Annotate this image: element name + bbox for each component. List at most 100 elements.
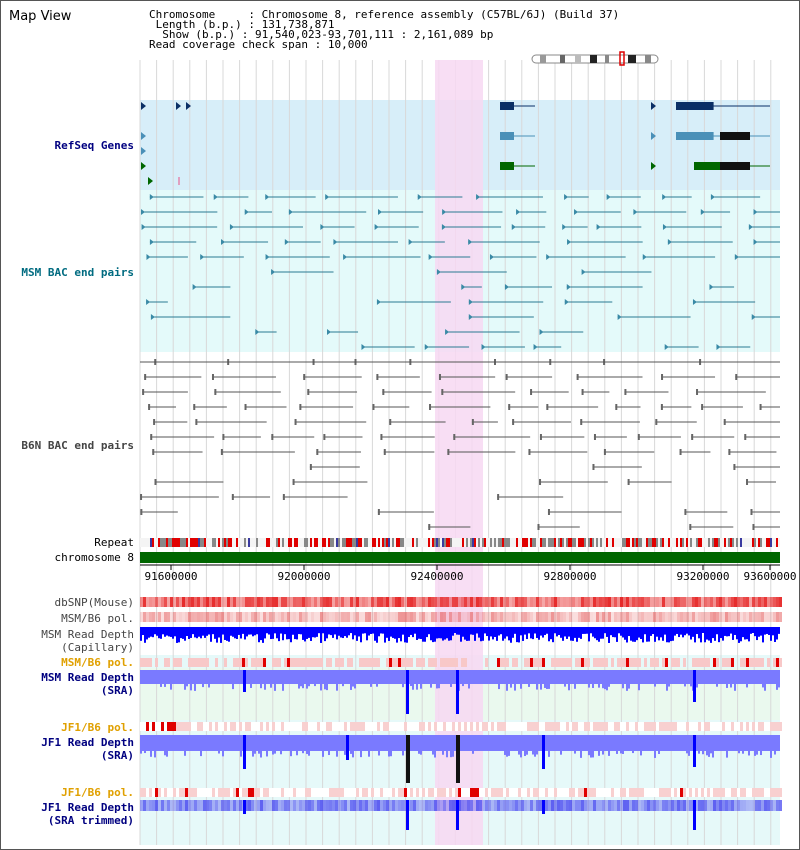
msm-depth-sra-line2: (SRA) [100, 684, 134, 697]
repeat-block [188, 538, 190, 547]
dbsnp-density-cell [230, 597, 233, 607]
msm-cap-depth-bar [526, 627, 528, 640]
depth-variation [250, 684, 252, 688]
msm-pol-cell [701, 658, 704, 667]
msm-cap-depth-bar [514, 627, 516, 634]
jf1-pol-cell [170, 722, 173, 731]
msm-pol-cell [200, 612, 203, 622]
depth-variation [412, 684, 414, 690]
msm-pol-cell [311, 658, 314, 667]
jf1-pol-cell [221, 788, 224, 797]
b6n-bac-end [735, 374, 738, 380]
msm-bac-end [408, 239, 413, 245]
msm-pol-cell [425, 612, 428, 622]
msm-pol-cell [770, 612, 773, 622]
msm-pol-cell [665, 612, 668, 622]
repeat-block [538, 538, 540, 547]
b6n-bac-end [140, 494, 143, 500]
msm-pol-cell [569, 612, 572, 622]
jf1-pol-cell [269, 722, 272, 731]
msm-cap-depth-bar [290, 627, 292, 643]
jf1-trim-depth-cell [248, 800, 251, 811]
b6n-bac-end [752, 524, 755, 530]
repeat-block [556, 538, 558, 547]
dbsnp-density-cell [335, 597, 338, 607]
msm-cap-depth-bar [224, 627, 226, 640]
repeat-block [226, 538, 228, 547]
msm-pol-cell [245, 658, 248, 667]
jf1-pol-cell [719, 788, 722, 797]
msm-cap-depth-bar [610, 627, 612, 636]
jf1-trim-depth-cell [272, 800, 275, 811]
jf1-pol-cell [284, 722, 287, 731]
msm-pol-cell [557, 612, 560, 622]
msm-pol-cell [275, 658, 278, 667]
msm-pol-cell [323, 612, 326, 622]
jf1-pol-cell [527, 788, 530, 797]
dbsnp-density-cell [185, 597, 188, 607]
dbsnp-density-cell [317, 597, 320, 607]
msm-cap-depth-bar [538, 627, 540, 640]
msm-bac-end [734, 254, 739, 260]
ideogram-band [628, 55, 636, 63]
msm-cap-depth-bar [502, 627, 504, 641]
jf1-pol-cell [248, 722, 251, 731]
dbsnp-density-cell [182, 597, 185, 607]
jf1-depth-line1: JF1 Read Depth [41, 736, 134, 749]
dbsnp-density-cell [551, 597, 554, 607]
msm-cap-depth-bar [152, 627, 154, 638]
dbsnp-density-cell [305, 597, 308, 607]
dbsnp-density-cell [149, 597, 152, 607]
depth-variation [514, 684, 516, 691]
jf1-trim-depth-cell [359, 800, 362, 811]
depth-variation [300, 684, 302, 687]
repeat-block [228, 538, 230, 547]
repeat-block [408, 538, 410, 547]
repeat-block [760, 538, 762, 547]
repeat-block [360, 538, 362, 547]
dbsnp-density-cell [302, 597, 305, 607]
repeat-block [672, 538, 674, 547]
repeat-block [634, 538, 636, 547]
jf1-pol-cell [362, 788, 365, 797]
jf1-pol-cell [308, 788, 311, 797]
msm-pol-cell [272, 612, 275, 622]
repeat-block [288, 538, 290, 547]
jf1-pol-cell [314, 722, 317, 731]
repeat-block [430, 538, 432, 547]
jf1-pol-cell [317, 722, 320, 731]
msm-cap-depth-bar [456, 627, 458, 635]
repeat-block [164, 538, 166, 547]
jf1-pol-cell [530, 722, 533, 731]
repeat-block [324, 538, 326, 547]
msm-pol-cell [389, 612, 392, 622]
jf1-pol-cell [191, 722, 194, 731]
msm-pol-cell [554, 658, 557, 667]
depth-variation [546, 684, 548, 689]
jf1-pol-cell [710, 722, 713, 731]
b6n-bac-end [592, 464, 595, 470]
jf1-pol-cell [272, 788, 275, 797]
jf1-trim-depth-cell [452, 800, 455, 811]
msm-pol-cell [173, 658, 176, 667]
repeat-block [684, 538, 686, 547]
jf1-trim-depth-cell [395, 800, 398, 811]
jf1-trim-depth-cell [281, 800, 284, 811]
repeat-block [282, 538, 284, 547]
msm-cap-depth-bar [506, 627, 508, 637]
jf1-pol-cell [602, 788, 605, 797]
msm-cap-depth-bar [638, 627, 640, 638]
dbsnp-density-cell [392, 597, 395, 607]
msm-bac-end [753, 209, 758, 215]
jf1-trim-depth-cell [632, 800, 635, 811]
msm-pol-cell [686, 612, 689, 622]
repeat-block [462, 538, 464, 547]
msm-pol-cell [554, 612, 557, 622]
msm-pol-cell [392, 658, 395, 667]
depth-variation [360, 751, 362, 758]
msm-pol-cell [524, 658, 527, 667]
dbsnp-density-cell [353, 597, 356, 607]
depth-variation [328, 751, 330, 756]
msm-cap-depth-bar [206, 627, 208, 636]
